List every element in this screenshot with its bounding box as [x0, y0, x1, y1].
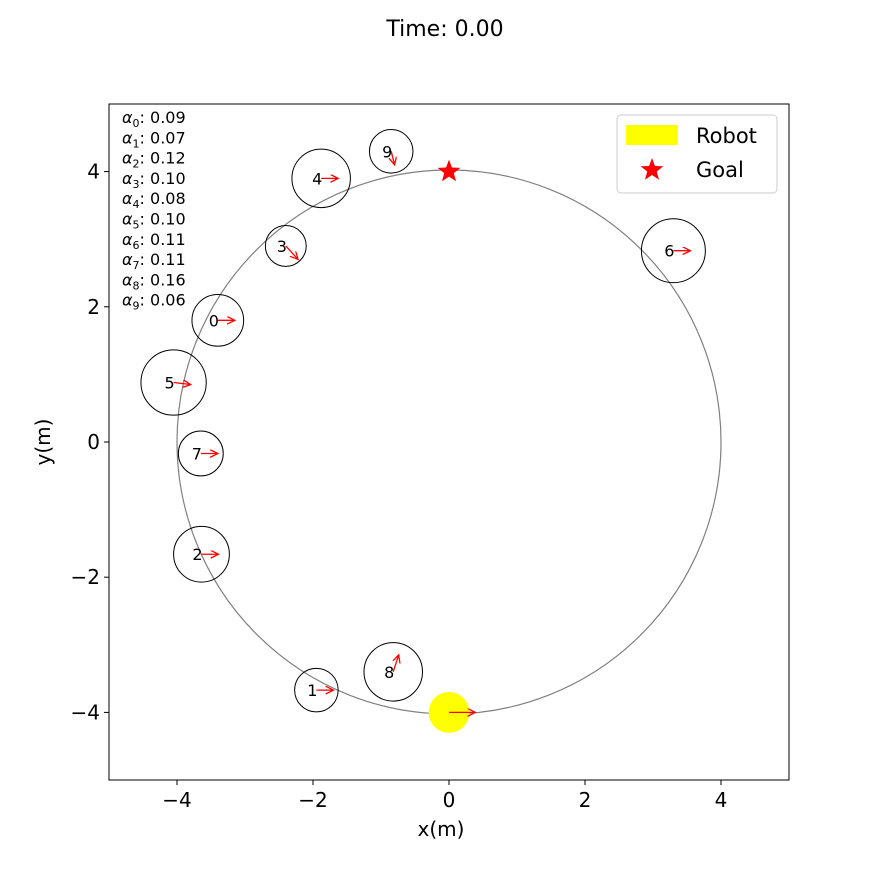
alpha-annotation-4: α4: 0.08 — [122, 189, 186, 211]
trajectory-circle — [176, 169, 722, 715]
human-label-0: 0 — [209, 311, 219, 330]
human-velocity-arrow-9 — [391, 151, 394, 165]
y-axis-label: y(m) — [31, 419, 55, 466]
human-label-8: 8 — [384, 663, 394, 682]
alpha-annotation-3: α3: 0.10 — [122, 169, 186, 191]
x-tick-label: 4 — [715, 788, 728, 812]
human-circle-3 — [264, 225, 307, 267]
human-velocity-arrow-5 — [173, 383, 191, 385]
x-tick-label: −2 — [298, 788, 327, 812]
human-label-1: 1 — [307, 681, 317, 700]
legend-robot-swatch — [626, 125, 678, 145]
human-circle-2 — [173, 525, 230, 583]
x-axis-label: x(m) — [418, 817, 465, 841]
plot-area: 0 1 2 3 4 5 6 7 8 9 — [140, 129, 722, 733]
human-label-5: 5 — [165, 374, 175, 393]
human-circle-7 — [177, 430, 224, 477]
alpha-annotation-0: α0: 0.09 — [122, 108, 186, 130]
legend: Robot Goal — [616, 114, 778, 194]
x-tick-label: 0 — [443, 788, 456, 812]
y-tick-label: −4 — [71, 700, 100, 724]
alpha-annotation-2: α2: 0.12 — [122, 149, 186, 171]
y-tick-label: 4 — [87, 160, 100, 184]
alpha-annotation-1: α1: 0.07 — [122, 128, 186, 150]
human-velocity-arrow-3 — [285, 245, 298, 260]
human-label-7: 7 — [192, 444, 202, 463]
figure-title: Time: 0.00 — [385, 17, 503, 42]
human-circle-5 — [140, 349, 207, 416]
human-label-9: 9 — [382, 142, 392, 161]
alpha-annotation-7: α7: 0.11 — [122, 250, 186, 272]
y-tick-label: 0 — [87, 430, 100, 454]
axes: −4 −2 0 2 4 −4 −2 0 2 4 x(m) y(m) — [31, 103, 790, 841]
human-circle-8 — [363, 642, 423, 702]
human-circle-9 — [368, 129, 414, 174]
human-circle-4 — [291, 148, 351, 209]
legend-goal-swatch — [640, 158, 664, 180]
x-tick-label: 2 — [579, 788, 592, 812]
human-velocity-arrow-8 — [393, 655, 398, 673]
alpha-annotation-5: α5: 0.10 — [122, 210, 186, 232]
y-tick-label: 2 — [87, 295, 100, 319]
human-circle-6 — [640, 218, 706, 284]
human-circle-0 — [191, 293, 245, 347]
legend-robot-label: Robot — [696, 124, 757, 148]
alpha-annotation-6: α6: 0.11 — [122, 230, 186, 252]
goal-marker — [437, 159, 461, 182]
human-circle-1 — [294, 667, 339, 713]
human-label-2: 2 — [192, 545, 202, 564]
human-label-3: 3 — [277, 237, 287, 256]
x-tick-label: −4 — [162, 788, 191, 812]
y-tick-label: −2 — [71, 565, 100, 589]
alpha-annotation-8: α8: 0.16 — [122, 270, 186, 292]
legend-goal-label: Goal — [696, 158, 744, 182]
human-label-4: 4 — [312, 169, 322, 188]
alpha-annotation-9: α9: 0.06 — [122, 291, 186, 313]
axes-frame — [108, 103, 790, 781]
human-label-6: 6 — [664, 242, 674, 261]
